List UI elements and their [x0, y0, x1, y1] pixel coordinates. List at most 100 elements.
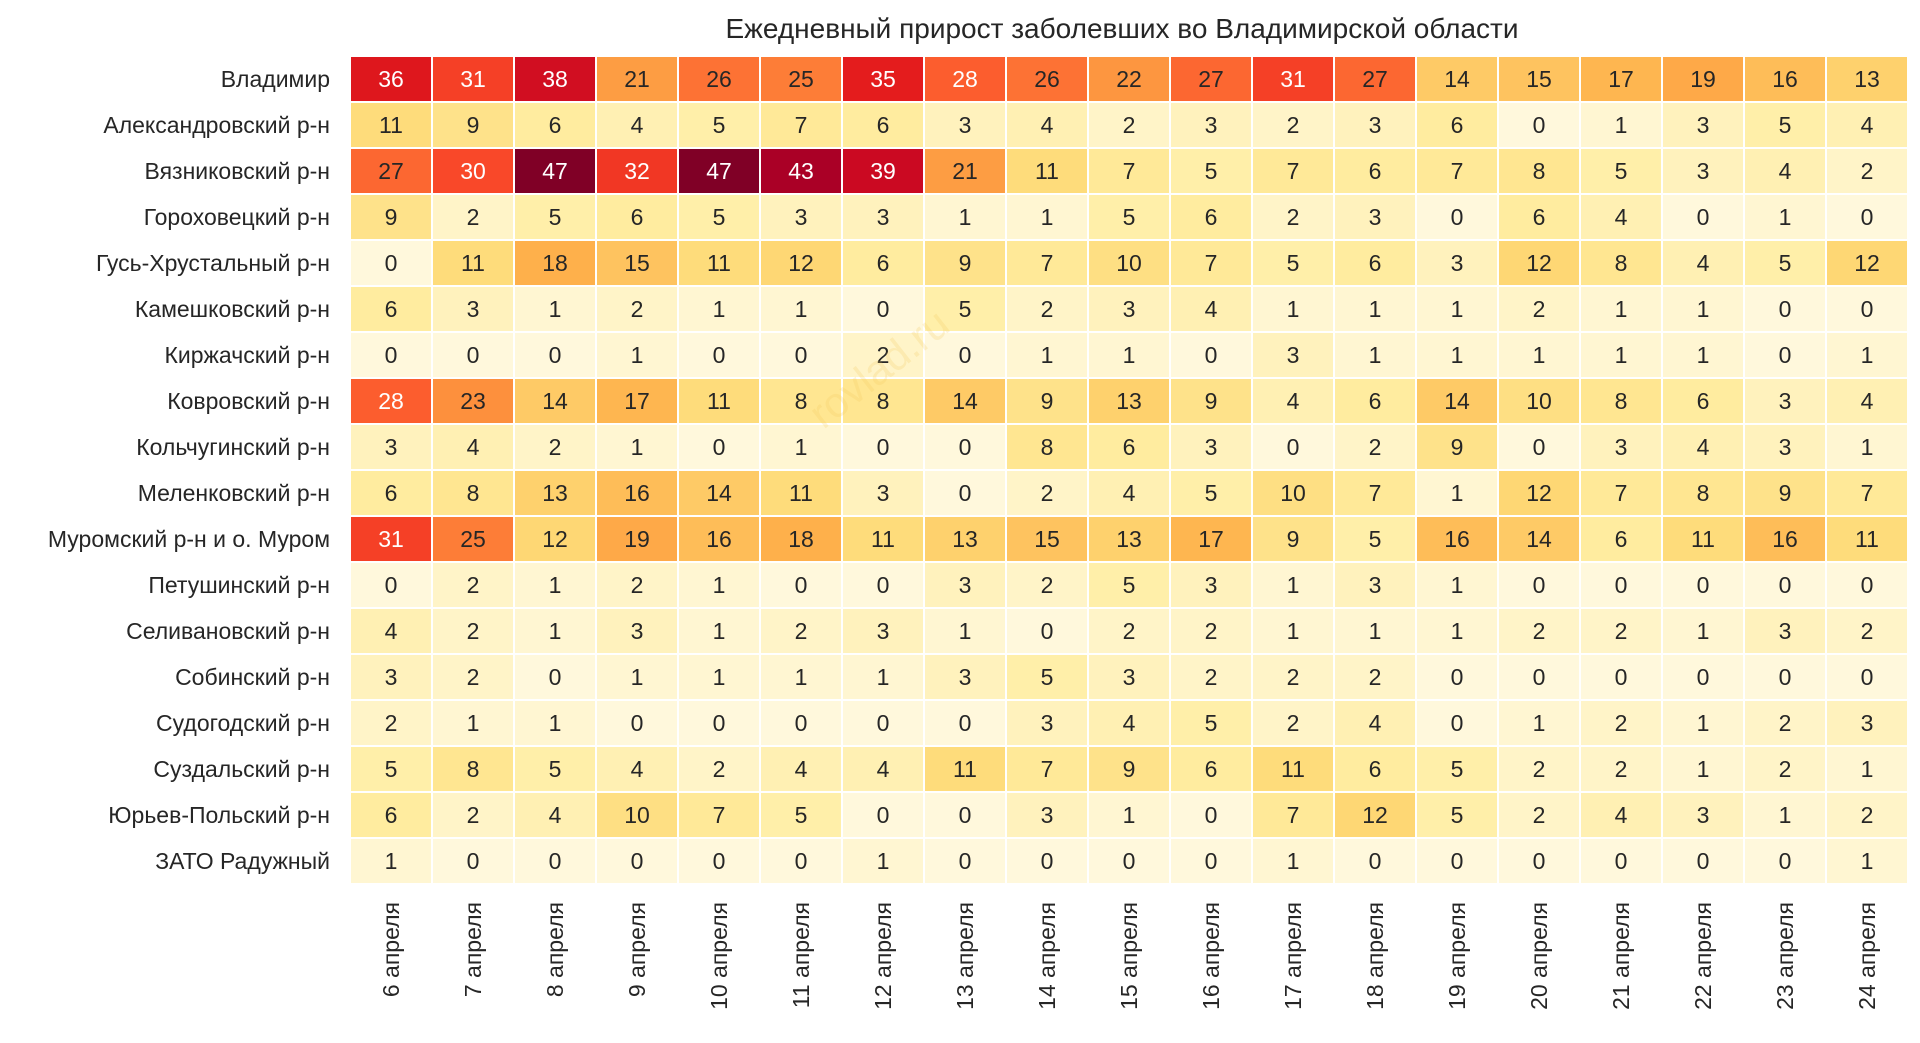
cell-value-label: 10: [1526, 388, 1552, 414]
cell-value-label: 8: [795, 388, 808, 414]
cell-value-label: 5: [713, 204, 726, 230]
cell-value-label: 4: [1697, 434, 1710, 460]
cell-value-label: 1: [1779, 802, 1792, 828]
cell-value-label: 0: [631, 710, 644, 736]
cell-value-label: 3: [1697, 112, 1710, 138]
cell-value-label: 9: [1041, 388, 1054, 414]
cell-value-label: 0: [1779, 572, 1792, 598]
cell-value-label: 4: [1287, 388, 1300, 414]
cell-value-label: 14: [542, 388, 568, 414]
cell-value-label: 7: [713, 802, 726, 828]
cell-value-label: 2: [1041, 572, 1054, 598]
cell-value-label: 2: [1533, 296, 1546, 322]
cell-value-label: 16: [1444, 526, 1470, 552]
cell-value-label: 6: [1369, 756, 1382, 782]
heatmap-cell: [1005, 607, 1089, 655]
heatmap-cell: [1005, 285, 1089, 333]
cell-value-label: 3: [385, 664, 398, 690]
cell-value-label: 0: [1287, 434, 1300, 460]
x-tick-label: 23 апреля: [1772, 902, 1798, 1010]
heatmap-cell: [1251, 791, 1335, 839]
heatmap-cell: [1087, 147, 1171, 195]
heatmap-cell: [513, 561, 597, 609]
heatmap-annotations: 36 31 38 21 26 25 35 28 26 22 27 31 27 14 15 17 19 16 1311…: [378, 66, 1880, 874]
heatmap-cell: [1497, 377, 1581, 425]
heatmap-cell: [1251, 561, 1335, 609]
cell-value-label: 0: [1205, 802, 1218, 828]
x-tick-label: 10 апреля: [706, 902, 732, 1010]
heatmap-cell: [1579, 469, 1663, 517]
cell-value-label: 39: [870, 158, 896, 184]
cell-value-label: 0: [1697, 664, 1710, 690]
heatmap-cell: [349, 607, 433, 655]
heatmap-cell: [759, 699, 843, 747]
heatmap-cell: [1579, 423, 1663, 471]
y-tick-label: Ковровский р-н: [167, 388, 330, 414]
cell-value-label: 3: [1123, 296, 1136, 322]
cell-value-label: 9: [1205, 388, 1218, 414]
y-tick-label: Киржачский р-н: [165, 342, 331, 368]
x-tick-label: 19 апреля: [1444, 902, 1470, 1010]
heatmap-cell: [1087, 561, 1171, 609]
heatmap-cell: [1579, 55, 1663, 103]
heatmap-cell: [1743, 699, 1827, 747]
cell-value-label: 2: [1369, 664, 1382, 690]
cell-value-label: 1: [1287, 848, 1300, 874]
heatmap-cell: [677, 239, 761, 287]
cell-value-label: 0: [1451, 848, 1464, 874]
cell-value-label: 5: [1123, 572, 1136, 598]
heatmap-cell: [1087, 469, 1171, 517]
cell-value-label: 32: [624, 158, 650, 184]
heatmap-cell: [1825, 699, 1909, 747]
cell-value-label: 15: [1034, 526, 1060, 552]
cell-value-label: 1: [1451, 572, 1464, 598]
cell-value-label: 2: [1533, 802, 1546, 828]
cell-value-label: 10: [624, 802, 650, 828]
heatmap-cell: [1333, 561, 1417, 609]
cell-value-label: 31: [460, 66, 486, 92]
heatmap-cell: [1743, 791, 1827, 839]
cell-value-label: 2: [1287, 710, 1300, 736]
cell-value-label: 7: [1123, 158, 1136, 184]
heatmap-cell: [1005, 699, 1089, 747]
cell-value-label: 6: [1205, 756, 1218, 782]
y-tick-label: Юрьев-Польский р-н: [108, 802, 330, 828]
heatmap-cell: [923, 101, 1007, 149]
x-tick-label: 11 апреля: [788, 902, 814, 1008]
cell-value-label: 3: [877, 204, 890, 230]
heatmap-cell: [1415, 791, 1499, 839]
y-tick-label: ЗАТО Радужный: [155, 848, 330, 874]
cell-value-label: 18: [542, 250, 568, 276]
y-tick-label: Александровский р-н: [103, 112, 330, 138]
cell-value-label: 8: [1533, 158, 1546, 184]
cell-value-label: 4: [1861, 112, 1874, 138]
cell-value-label: 1: [1615, 342, 1628, 368]
cell-value-label: 1: [1369, 342, 1382, 368]
cell-value-label: 6: [1451, 112, 1464, 138]
heatmap-cell: [1415, 745, 1499, 793]
cell-value-label: 0: [1697, 572, 1710, 598]
cell-value-label: 6: [631, 204, 644, 230]
heatmap-cell: [1251, 331, 1335, 379]
heatmap-cell: [431, 561, 515, 609]
cell-value-label: 3: [467, 296, 480, 322]
cell-value-label: 1: [549, 618, 562, 644]
cell-value-label: 4: [795, 756, 808, 782]
cell-value-label: 3: [1697, 158, 1710, 184]
cell-value-label: 21: [952, 158, 978, 184]
cell-value-label: 2: [1779, 710, 1792, 736]
cell-value-label: 2: [1615, 618, 1628, 644]
cell-value-label: 11: [1035, 158, 1059, 184]
cell-value-label: 0: [385, 250, 398, 276]
cell-value-label: 13: [1854, 66, 1880, 92]
cell-value-label: 1: [1697, 710, 1710, 736]
cell-value-label: 11: [461, 250, 485, 276]
cell-value-label: 1: [1533, 342, 1546, 368]
heatmap-cell: [1497, 239, 1581, 287]
heatmap-cell: [349, 791, 433, 839]
cell-value-label: 5: [795, 802, 808, 828]
cell-value-label: 1: [1287, 296, 1300, 322]
cell-value-label: 12: [788, 250, 814, 276]
cell-value-label: 4: [549, 802, 562, 828]
